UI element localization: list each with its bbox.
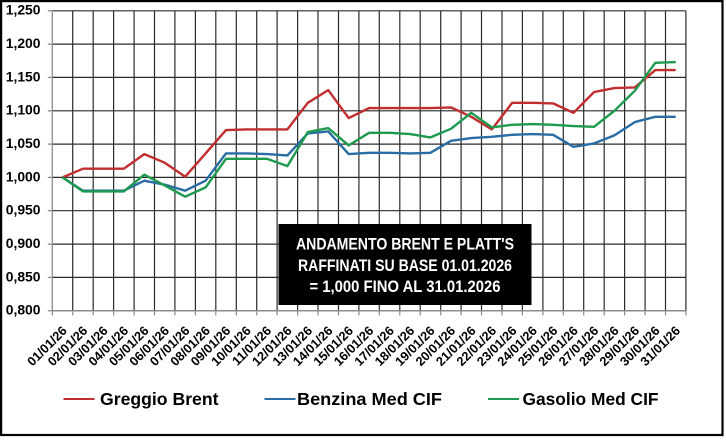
svg-text:1,150: 1,150	[6, 68, 41, 84]
svg-text:1,100: 1,100	[6, 102, 41, 118]
svg-text:0,900: 0,900	[6, 235, 41, 251]
svg-text:0,950: 0,950	[6, 202, 41, 218]
svg-text:Benzina Med CIF: Benzina Med CIF	[297, 389, 442, 409]
svg-text:1,250: 1,250	[6, 2, 41, 18]
svg-text:0,800: 0,800	[6, 302, 41, 318]
svg-text:ANDAMENTO BRENT E PLATT'S: ANDAMENTO BRENT E PLATT'S	[296, 235, 514, 254]
svg-text:1,200: 1,200	[6, 35, 41, 51]
svg-text:0,850: 0,850	[6, 268, 41, 284]
svg-text:1,000: 1,000	[6, 168, 41, 184]
svg-text:Gasolio Med CIF: Gasolio Med CIF	[523, 389, 659, 409]
svg-text:= 1,000 FINO AL 31.01.2026: = 1,000 FINO AL 31.01.2026	[310, 277, 501, 296]
svg-text:Greggio Brent: Greggio Brent	[100, 389, 219, 409]
svg-text:1,050: 1,050	[6, 135, 41, 151]
svg-text:RAFFINATI SU BASE 01.01.2026: RAFFINATI SU BASE 01.01.2026	[298, 256, 512, 275]
